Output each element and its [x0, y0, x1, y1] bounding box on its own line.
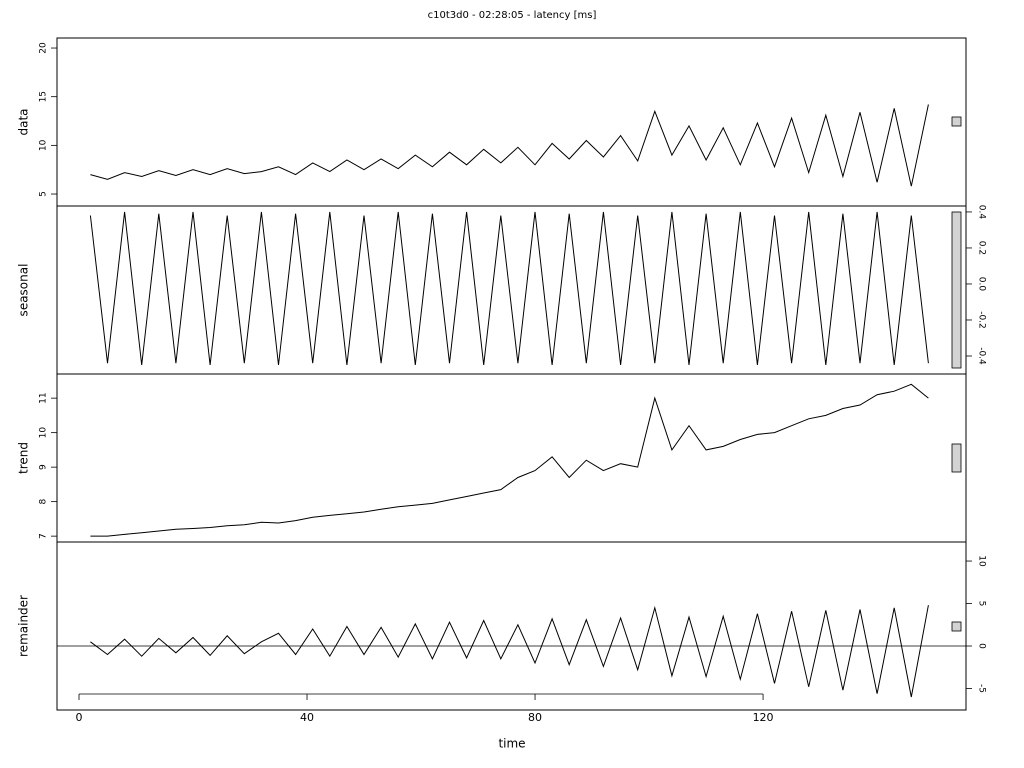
range-bar	[951, 211, 962, 369]
range-bar	[951, 116, 962, 127]
x-axis-label: time	[498, 737, 525, 751]
panel-frame	[56, 541, 967, 711]
y-tick-label: 11	[39, 392, 49, 403]
series-line	[90, 104, 929, 187]
x-tick-label: 120	[753, 711, 774, 724]
y-tick-label: 9	[39, 464, 49, 470]
y-tick-label: 8	[39, 499, 49, 505]
y-tick-label: 15	[39, 91, 49, 102]
x-tick-label: 80	[528, 711, 542, 724]
y-tick-label: 0.0	[977, 277, 987, 292]
x-tick-label: 0	[76, 711, 83, 724]
series-line	[90, 605, 929, 698]
y-tick-label: 5	[977, 601, 987, 607]
y-axis-label: remainder	[17, 595, 31, 657]
series-line	[89, 211, 929, 366]
y-tick-label: 0.2	[977, 241, 987, 255]
range-bar	[951, 621, 962, 632]
chart-title: c10t3d0 - 02:28:05 - latency [ms]	[428, 10, 597, 21]
y-tick-label: 0	[977, 643, 987, 649]
y-axis-label: trend	[17, 442, 31, 474]
y-tick-label: -0.4	[977, 347, 987, 365]
y-tick-label: 20	[39, 42, 49, 54]
y-axis-label: seasonal	[17, 264, 31, 317]
y-tick-label: -0.2	[977, 311, 987, 329]
y-tick-label: 10	[39, 139, 49, 151]
y-tick-label: 10	[977, 555, 987, 567]
range-bar	[951, 443, 962, 473]
y-tick-label: 5	[39, 191, 49, 197]
y-tick-label: 10	[39, 427, 49, 439]
y-tick-label: -5	[977, 684, 987, 693]
y-tick-label: 7	[39, 533, 49, 539]
series-line	[90, 383, 929, 537]
y-tick-label: 0.4	[977, 205, 987, 220]
y-axis-label: data	[17, 108, 31, 135]
x-tick-label: 40	[300, 711, 314, 724]
